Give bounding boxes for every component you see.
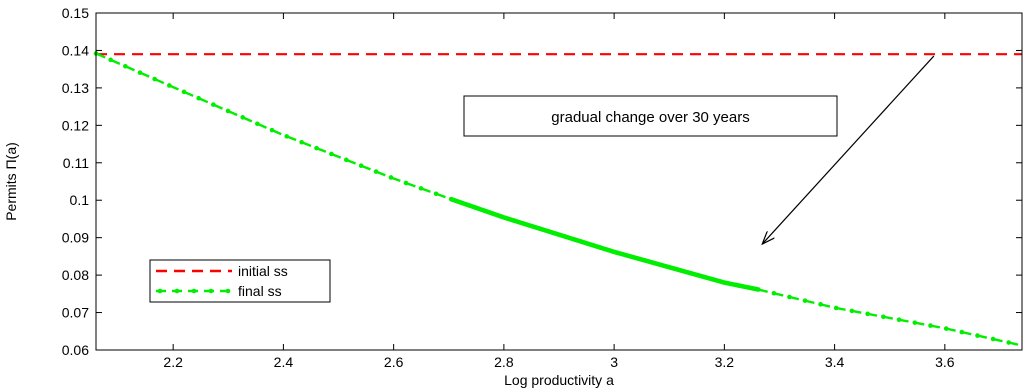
final-ss-marker xyxy=(881,314,886,320)
final-ss-marker xyxy=(928,323,933,328)
legend: initial ss final ss xyxy=(149,259,331,303)
y-tick-label: 0.09 xyxy=(62,230,89,246)
final-ss-marker xyxy=(990,336,996,342)
y-tick-label: 0.13 xyxy=(62,80,89,96)
y-tick-label: 0.07 xyxy=(62,305,89,321)
tick-layer: 2.2 2.4 2.6 2.8 3 3.2 3.4 3.6 0.06 0.07 0.08 0.09 0.… xyxy=(62,5,1022,370)
final-ss-marker xyxy=(269,127,275,133)
x-tick-label: 3.4 xyxy=(825,354,845,370)
y-tick-label: 0.06 xyxy=(62,342,89,358)
final-ss-marker xyxy=(802,298,808,303)
final-ss-marker xyxy=(912,320,918,325)
series-layer xyxy=(93,51,1023,347)
final-ss-marker xyxy=(255,121,260,127)
final-ss-marker xyxy=(299,139,304,145)
final-ss-marker xyxy=(123,63,128,69)
final-ss-marker xyxy=(211,102,216,107)
final-ss-marker xyxy=(975,333,980,338)
annotation-box xyxy=(463,95,838,137)
annotation-arrow xyxy=(763,55,935,243)
final-ss-marker xyxy=(181,89,187,95)
x-tick-label: 3.2 xyxy=(715,354,735,370)
final-ss-marker xyxy=(1006,340,1012,345)
final-ss-marker xyxy=(284,134,290,139)
final-ss-marker xyxy=(137,70,143,75)
y-tick-label: 0.15 xyxy=(62,5,89,21)
final-ss-marker xyxy=(787,294,792,300)
x-tick-label: 2.4 xyxy=(274,354,294,370)
plot-frame xyxy=(95,12,1023,351)
y-tick-label: 0.1 xyxy=(70,192,90,208)
x-tick-label: 3.6 xyxy=(935,354,955,370)
final-ss-marker xyxy=(865,311,870,317)
final-ss-marker xyxy=(433,191,439,197)
y-tick-label: 0.14 xyxy=(62,42,89,58)
legend-box xyxy=(149,259,331,303)
final-ss-marker xyxy=(358,163,364,169)
final-ss-marker xyxy=(959,329,965,335)
annotation: gradual change over 30 years xyxy=(463,55,935,243)
legend-label-final-ss: final ss xyxy=(238,283,282,299)
legend-marker-final-ss xyxy=(191,288,197,294)
final-ss-marker xyxy=(240,115,245,120)
final-ss-marker xyxy=(152,76,157,82)
final-ss-marker xyxy=(818,302,823,307)
final-ss-marker xyxy=(196,95,201,101)
final-ss-marker xyxy=(418,186,424,191)
legend-marker-final-ss xyxy=(174,288,180,294)
final-ss-marker xyxy=(314,145,319,151)
legend-marker-final-ss xyxy=(157,288,163,294)
y-tick-label: 0.12 xyxy=(62,117,89,133)
x-axis-label: Log productivity a xyxy=(504,372,614,388)
final-ss-marker xyxy=(756,287,761,292)
legend-marker-final-ss xyxy=(225,288,231,294)
y-tick-label: 0.11 xyxy=(63,155,89,171)
final-ss-marker xyxy=(771,290,777,296)
final-ss-marker xyxy=(403,180,409,186)
final-ss-marker xyxy=(896,317,902,323)
series-final-ss-markers xyxy=(93,51,1012,345)
final-ss-marker xyxy=(167,83,172,88)
final-ss-marker xyxy=(849,308,855,314)
final-ss-marker xyxy=(343,157,349,163)
final-ss-marker xyxy=(388,175,394,180)
final-ss-marker xyxy=(329,151,334,157)
x-tick-label: 2.6 xyxy=(384,354,404,370)
x-tick-label: 2.2 xyxy=(163,354,183,370)
x-tick-label: 3 xyxy=(610,354,618,370)
x-tick-label: 2.8 xyxy=(494,354,514,370)
final-ss-marker xyxy=(373,169,379,174)
annotation-text: gradual change over 30 years xyxy=(551,109,749,126)
legend-marker-final-ss xyxy=(208,288,214,294)
y-tick-label: 0.08 xyxy=(62,267,89,283)
legend-label-initial-ss: initial ss xyxy=(238,263,288,279)
final-ss-marker xyxy=(108,57,113,63)
final-ss-marker xyxy=(833,305,839,311)
y-axis-label: Permits Π(a) xyxy=(3,142,19,221)
legend-dots-final-ss xyxy=(157,288,231,294)
final-ss-marker xyxy=(225,108,231,114)
final-ss-marker xyxy=(943,326,949,331)
